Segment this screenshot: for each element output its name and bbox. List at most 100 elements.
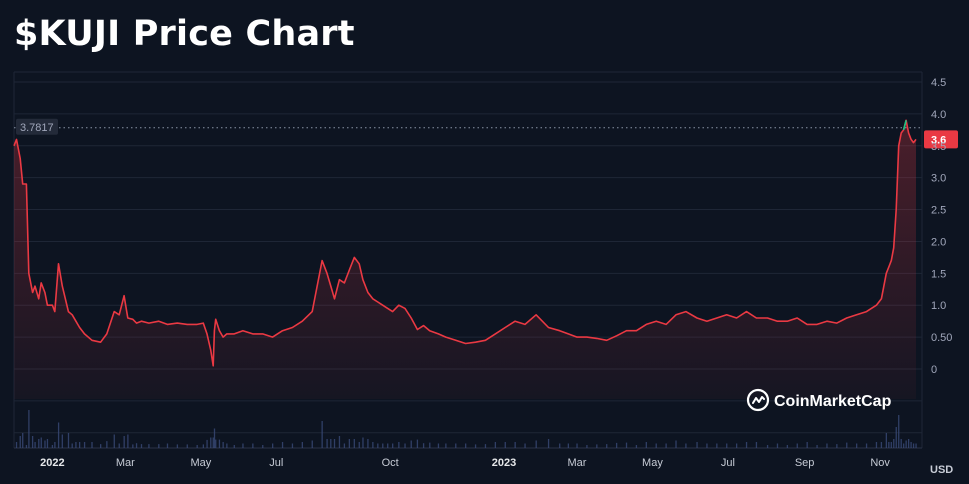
- volume-bar: [382, 443, 384, 448]
- volume-bar: [675, 440, 677, 448]
- x-tick-label: Nov: [870, 457, 890, 469]
- volume-bar: [71, 443, 73, 448]
- volume-bar: [46, 439, 49, 448]
- volume-bar: [19, 436, 21, 448]
- volume-bar: [706, 443, 708, 448]
- volume-bar: [524, 443, 526, 448]
- volume-bar: [586, 445, 588, 448]
- volume-bar: [202, 444, 205, 448]
- volume-bar: [625, 442, 628, 448]
- volume-bar: [898, 415, 900, 448]
- volume-bar: [132, 444, 134, 448]
- y-tick-label: 2.0: [931, 236, 946, 248]
- volume-bar: [907, 439, 910, 448]
- volume-bar: [903, 443, 905, 448]
- current-price-badge: [924, 130, 958, 149]
- volume-bar: [535, 440, 537, 448]
- volume-bar: [474, 444, 477, 448]
- volume-bar: [912, 443, 915, 448]
- volume-bar: [91, 442, 93, 448]
- volume-bar: [75, 442, 77, 448]
- currency-label: USD: [930, 464, 953, 476]
- volume-bar: [100, 444, 102, 448]
- y-axis: 0 0.50 1.0 1.5 2.0 2.5 3.0 3.5 4.0 4.5: [931, 77, 952, 376]
- volume-bar: [343, 443, 346, 448]
- volume-bar: [494, 442, 497, 448]
- volume-bar: [166, 443, 169, 448]
- volume-bar: [215, 439, 217, 448]
- volume-bar: [745, 442, 748, 448]
- volume-bar: [22, 433, 24, 448]
- volume-bar: [233, 445, 235, 448]
- volume-bar: [140, 444, 143, 448]
- volume-bar: [685, 443, 687, 448]
- volume-bar: [606, 444, 608, 448]
- volume-bar: [222, 442, 224, 448]
- price-area-fill: [14, 120, 916, 400]
- volume-bar: [445, 443, 447, 448]
- price-area: [13, 119, 917, 400]
- volume-bar: [330, 439, 332, 448]
- volume-bar: [353, 439, 355, 448]
- volume-bar: [367, 439, 369, 448]
- volume-bar: [113, 434, 115, 448]
- volume-bar: [242, 443, 244, 448]
- volume-bar: [398, 442, 400, 448]
- volume-bar: [890, 442, 892, 448]
- volume-bar: [437, 443, 440, 448]
- y-tick-label: 3.0: [931, 173, 946, 185]
- volume-bar: [252, 443, 254, 448]
- volume-bar: [372, 442, 374, 448]
- volume-bar: [716, 443, 718, 448]
- coinmarketcap-watermark: CoinMarketCap: [746, 388, 892, 412]
- volume-bar: [786, 445, 789, 448]
- volume-bar: [34, 442, 36, 448]
- volume-bar: [806, 442, 808, 448]
- y-tick-label: 4.5: [931, 77, 946, 89]
- page-title: $KUJI Price Chart: [14, 14, 355, 54]
- volume-bar: [880, 442, 883, 448]
- volume-bar: [416, 439, 419, 448]
- volume-bar: [755, 442, 758, 448]
- volume-bar: [38, 439, 40, 448]
- volume-bar: [596, 444, 598, 448]
- volume-bar: [311, 440, 313, 448]
- volume-bar: [358, 442, 360, 448]
- volume-bar: [321, 421, 323, 448]
- volume-bar: [123, 436, 125, 448]
- x-tick-label: 2023: [492, 457, 516, 469]
- volume-bar: [54, 442, 56, 448]
- volume-bar: [226, 443, 228, 448]
- volume-bar: [212, 437, 214, 448]
- volume-bar: [766, 445, 769, 448]
- volume-bar: [291, 443, 294, 448]
- volume-bar: [776, 443, 779, 448]
- volume-bar: [387, 443, 389, 448]
- volume-bar: [271, 443, 274, 448]
- volume-bar: [158, 444, 160, 448]
- volume-bar: [348, 439, 351, 448]
- volume-bar: [206, 439, 208, 448]
- volume-bar: [893, 439, 895, 448]
- volume-bar: [726, 443, 728, 448]
- volume-bar: [51, 445, 54, 448]
- current-price-label: 3.6: [931, 134, 946, 146]
- volume-bar: [135, 443, 138, 448]
- volume-bar: [865, 443, 868, 448]
- y-tick-label: 1.5: [931, 268, 946, 280]
- x-tick-label: May: [190, 457, 211, 469]
- volume-bar: [696, 442, 698, 448]
- volume-bar: [422, 443, 425, 448]
- volume-bar: [905, 440, 907, 448]
- volume-bar: [504, 442, 506, 448]
- x-tick-label: Mar: [116, 457, 135, 469]
- reference-label-box: [16, 118, 58, 135]
- volume-bar: [83, 442, 86, 448]
- volume-bar: [885, 433, 888, 448]
- volume-bar: [210, 437, 212, 448]
- reference-label: 3.7817: [20, 122, 54, 134]
- volume-bar: [615, 442, 618, 448]
- volume-bar: [218, 439, 221, 448]
- volume-bar: [15, 442, 18, 448]
- volume-bar: [338, 436, 341, 448]
